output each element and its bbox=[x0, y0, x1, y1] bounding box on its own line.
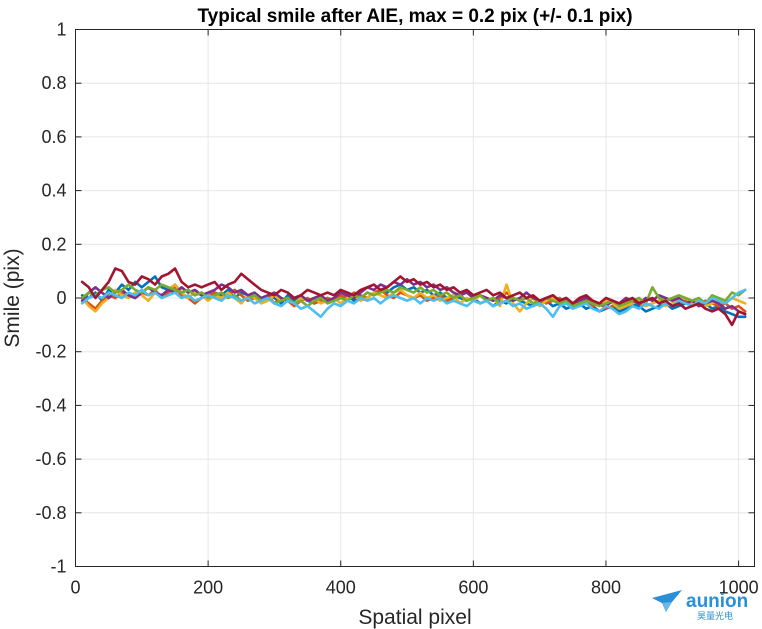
y-tick-label: 0.8 bbox=[41, 73, 66, 93]
y-tick-label: -0.8 bbox=[35, 503, 66, 523]
x-axis-label: Spatial pixel bbox=[358, 606, 471, 629]
series-line-7 bbox=[80, 267, 747, 327]
y-tick-label: -0.4 bbox=[35, 395, 66, 415]
series-layer bbox=[80, 267, 747, 327]
y-tick-label: -0.2 bbox=[35, 342, 66, 362]
grid-layer bbox=[75, 29, 755, 567]
x-tick-label: 600 bbox=[458, 578, 488, 598]
series-line-4 bbox=[80, 277, 747, 316]
aunion-logo: aunion 昊量光电 bbox=[652, 590, 748, 622]
logo-plane-icon bbox=[652, 590, 682, 612]
series-line-6 bbox=[80, 288, 747, 319]
x-tick-label: 800 bbox=[591, 578, 621, 598]
y-tick-label: 0.6 bbox=[41, 127, 66, 147]
y-tick-label: 0 bbox=[56, 288, 66, 308]
y-axis-label: Smile (pix) bbox=[1, 248, 24, 347]
y-tick-label: 1 bbox=[56, 20, 66, 40]
svg-text:aunion: aunion bbox=[686, 591, 748, 612]
y-tick-label: 0.4 bbox=[41, 181, 66, 201]
y-tick-label: 0.2 bbox=[41, 234, 66, 254]
x-tick-label: 400 bbox=[326, 578, 356, 598]
chart-title: Typical smile after AIE, max = 0.2 pix (… bbox=[197, 6, 632, 27]
x-tick-label: 0 bbox=[70, 578, 80, 598]
x-tick-label: 200 bbox=[193, 578, 223, 598]
x-tick-label: 1000 bbox=[719, 578, 759, 598]
y-tick-label: -1 bbox=[50, 557, 66, 577]
y-tick-label: -0.6 bbox=[35, 449, 66, 469]
svg-text:昊量光电: 昊量光电 bbox=[697, 610, 733, 622]
tick-layer: 0 200 400 600 800 1000 -1 -0.8 -0.6 -0.4 -0.2 0 0.2 0… bbox=[35, 20, 758, 598]
